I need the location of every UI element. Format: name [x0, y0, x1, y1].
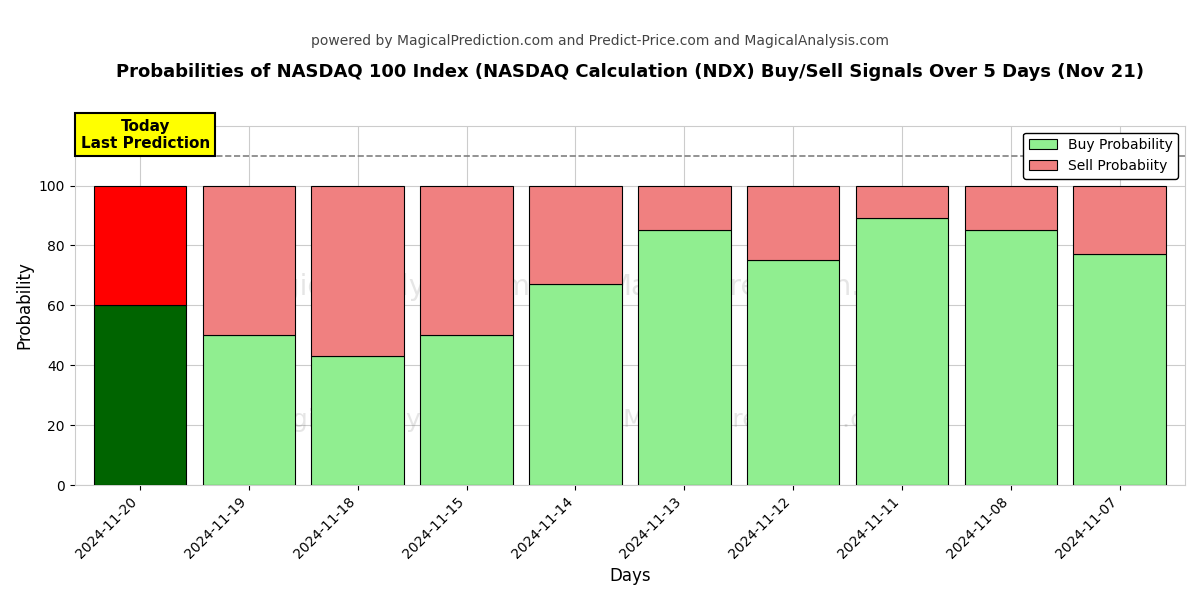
- Text: Today
Last Prediction: Today Last Prediction: [80, 119, 210, 151]
- Bar: [203, 185, 295, 335]
- Bar: [638, 230, 731, 485]
- Bar: [638, 185, 731, 230]
- Bar: [856, 218, 948, 485]
- Title: Probabilities of NASDAQ 100 Index (NASDAQ Calculation (NDX) Buy/Sell Signals Ove: Probabilities of NASDAQ 100 Index (NASDA…: [116, 63, 1144, 81]
- Bar: [94, 305, 186, 485]
- Text: MagicalAnalysis.com: MagicalAnalysis.com: [241, 274, 530, 301]
- Bar: [746, 260, 839, 485]
- Bar: [856, 185, 948, 218]
- Bar: [94, 185, 186, 305]
- Bar: [420, 335, 512, 485]
- Bar: [965, 185, 1057, 230]
- Y-axis label: Probability: Probability: [16, 262, 34, 349]
- Text: powered by MagicalPrediction.com and Predict-Price.com and MagicalAnalysis.com: powered by MagicalPrediction.com and Pre…: [311, 34, 889, 48]
- Text: MagicalPrediction.com: MagicalPrediction.com: [623, 409, 904, 433]
- Text: MagicalPrediction.com: MagicalPrediction.com: [607, 274, 919, 301]
- Bar: [746, 185, 839, 260]
- Bar: [965, 230, 1057, 485]
- Bar: [312, 185, 404, 356]
- X-axis label: Days: Days: [610, 567, 650, 585]
- Bar: [1074, 254, 1166, 485]
- Bar: [312, 356, 404, 485]
- Legend: Buy Probability, Sell Probabiity: Buy Probability, Sell Probabiity: [1024, 133, 1178, 179]
- Text: MagicalAnalysis.com: MagicalAnalysis.com: [256, 409, 516, 433]
- Bar: [1074, 185, 1166, 254]
- Bar: [420, 185, 512, 335]
- Bar: [529, 185, 622, 284]
- Bar: [529, 284, 622, 485]
- Bar: [203, 335, 295, 485]
